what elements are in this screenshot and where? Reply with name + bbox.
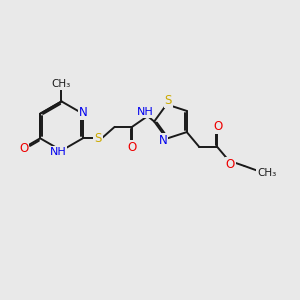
Text: O: O	[19, 142, 28, 155]
Text: NH: NH	[137, 107, 154, 117]
Text: N: N	[79, 106, 88, 119]
Text: S: S	[164, 94, 172, 107]
Text: NH: NH	[50, 147, 66, 157]
Text: O: O	[128, 141, 137, 154]
Text: CH₃: CH₃	[257, 168, 277, 178]
Text: O: O	[213, 120, 222, 133]
Text: S: S	[94, 132, 102, 145]
Text: N: N	[159, 134, 167, 147]
Text: CH₃: CH₃	[52, 79, 71, 89]
Text: O: O	[226, 158, 235, 171]
